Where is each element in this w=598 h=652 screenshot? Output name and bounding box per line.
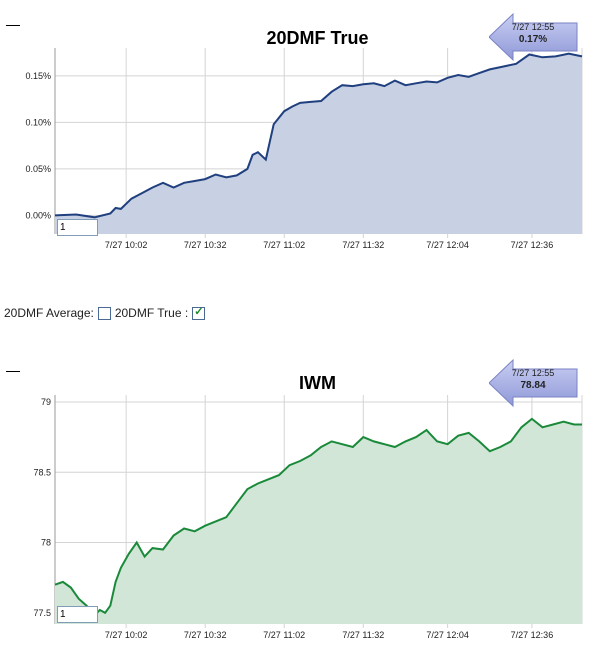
y-axis-iwm: 77.5 78 78.5 79 — [33, 397, 51, 618]
area-fill-iwm — [55, 418, 582, 624]
x-tick-label: 7/27 10:32 — [184, 240, 227, 250]
chart-title-dmf: 20DMF True — [266, 28, 369, 48]
y-tick-label: 0.00% — [25, 210, 51, 220]
series-line-dmf — [54, 52, 583, 219]
chart-title-iwm: IWM — [299, 373, 336, 393]
legend-average-label: 20DMF Average: — [4, 306, 94, 320]
x-tick-label: 7/27 12:04 — [426, 240, 469, 250]
x-tick-label: 7/27 10:02 — [105, 630, 148, 640]
y-axis-dmf: 0.00% 0.05% 0.10% 0.15% — [25, 71, 51, 220]
y-tick-label: 78 — [41, 538, 51, 548]
collapse-dash-2[interactable] — [6, 371, 20, 372]
legend-true-label: 20DMF True : — [114, 306, 189, 320]
y-tick-label: 0.10% — [25, 117, 51, 127]
x-axis-dmf: 7/27 10:02 7/27 10:32 7/27 11:02 7/27 11:32… — [105, 240, 553, 250]
chart-iwm: 77.5 78 78.5 79 7/27 10:02 7/27 10:32 7/27 11… — [33, 395, 583, 640]
y-tick-label: 77.5 — [33, 608, 51, 618]
legend: 20DMF Average: 20DMF True : — [4, 305, 209, 320]
tooltip-date-dmf: 7/27 12:55 — [511, 22, 555, 32]
range-input-iwm[interactable]: 1 — [57, 606, 98, 623]
x-tick-label: 7/27 11:02 — [263, 630, 305, 640]
legend-average-checkbox[interactable] — [97, 306, 111, 320]
tooltip-date-iwm: 7/27 12:55 — [511, 368, 555, 378]
y-tick-label: 0.15% — [25, 71, 51, 81]
tooltip-arrow-icon — [488, 358, 578, 408]
y-tick-label: 0.05% — [25, 164, 51, 174]
x-tick-label: 7/27 12:36 — [511, 240, 554, 250]
tooltip-value-iwm: 78.84 — [520, 380, 546, 391]
x-tick-label: 7/27 10:32 — [184, 630, 227, 640]
legend-true-checkbox[interactable] — [192, 305, 206, 320]
tooltip-iwm: 7/27 12:55 78.84 — [488, 358, 579, 408]
range-input-dmf[interactable]: 1 — [57, 219, 98, 236]
tooltip-arrow-icon — [488, 12, 578, 62]
y-tick-label: 79 — [41, 397, 51, 407]
tooltip-value-dmf: 0.17% — [518, 34, 548, 45]
x-tick-label: 7/27 11:02 — [263, 240, 305, 250]
x-tick-label: 7/27 12:04 — [426, 630, 469, 640]
x-tick-label: 7/27 11:32 — [342, 630, 384, 640]
collapse-dash-1[interactable] — [6, 25, 20, 26]
area-fill-dmf — [55, 53, 582, 234]
y-tick-label: 78.5 — [33, 467, 51, 477]
x-tick-label: 7/27 11:32 — [342, 240, 384, 250]
x-tick-label: 7/27 12:36 — [511, 630, 554, 640]
series-line-iwm — [54, 417, 582, 618]
x-tick-label: 7/27 10:02 — [105, 240, 148, 250]
tooltip-dmf: 7/27 12:55 0.17% — [488, 12, 579, 62]
x-axis-iwm: 7/27 10:02 7/27 10:32 7/27 11:02 7/27 11:32… — [105, 630, 553, 640]
chart-dmf: 0.00% 0.05% 0.10% 0.15% 7/27 10:02 7/27 10:3… — [25, 48, 583, 250]
